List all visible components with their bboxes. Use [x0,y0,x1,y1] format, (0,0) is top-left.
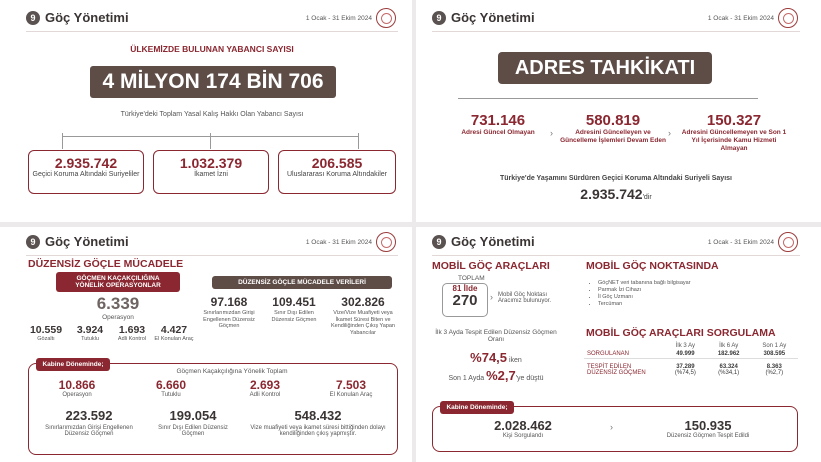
table-row: SORGULANAN 49.999 182.962 308.595 [584,350,798,359]
rate-caption: İlk 3 Ayda Tespit Edilen Düzensiz Göçmen… [435,329,557,343]
operations-label: Operasyon [102,314,134,321]
cabinet-badge: Kabine Döneminde; [440,401,514,414]
date-range: 1 Ocak - 31 Ekim 2024 [707,239,774,246]
stat-box-residence-permit: 1.032.379 İkamet İzni [153,150,269,194]
cab-judicial-control: 2.693 Adli Kontrol [249,378,281,398]
section-number: 9 [432,235,446,249]
fight-blocked: 97.168 Sınırlarımızdan Girişi Engellenen … [203,295,255,329]
cab-self-exit: 548.432 Vize muafiyeti veya ikamet süresi… [250,408,386,437]
vehicles-label: Mobil Göç Noktası Aracımız bulunuyor. [498,292,552,304]
panel-title: Göç Yönetimi [451,10,535,25]
panel-header: 9 Göç Yönetimi 1 Ocak - 31 Ekim 2024 [432,8,800,32]
ministry-seal-icon [376,8,396,28]
section-number: 9 [432,11,446,25]
date-range: 1 Ocak - 31 Ekim 2024 [707,15,774,22]
stat-box-temporary-protection: 2.935.742 Geçici Koruma Altındaki Suriye… [28,150,144,194]
horizontal-divider [0,222,821,227]
cab-blocked: 223.592 Sınırlarımızdan Girişi Engellenen… [45,408,133,437]
list-item: GöçNET veri tabanına bağlı bilgisayar [598,280,691,287]
caption: Türkiye'de Yaşamını Sürdüren Geçici Koru… [500,175,732,182]
stat-box-international-protection: 206.585 Uluslararası Koruma Altındakiler [278,150,396,194]
stat-updated-address: 580.819 Adresini Güncelleyen ve Güncelle… [560,112,666,144]
table-row: TESPİT EDİLEN DÜZENSİZ GÖÇMEN 37.289 (%74… [587,364,784,376]
ministry-seal-icon [778,8,798,28]
section-number: 9 [26,11,40,25]
rate-first: %74,5 iken [470,350,522,365]
fight-deported: 109.451 Sınır Dışı Edilen Düzensiz Göçmen [271,295,317,323]
total-syrians: 2.935.742'dir [580,186,652,202]
query-title: MOBİL GÖÇ ARAÇLARI SORGULAMA [586,327,776,339]
headline-title: ADRES TAHKİKATI [498,52,712,84]
tree-connector [458,98,758,99]
table-header-row: İlk 3 Ay İlk 6 Ay Son 1 Ay [675,343,787,349]
panel-header: 9 Göç Yönetimi 1 Ocak - 31 Ekim 2024 [432,232,800,256]
panel-irregular-migration: 9 Göç Yönetimi 1 Ocak - 31 Ekim 2024 DÜZ… [22,228,402,458]
mobile-title: MOBİL GÖÇ ARAÇLARI [432,260,550,272]
operations-value: 6.339 [96,294,140,313]
ministry-seal-icon [376,232,396,252]
rate-last: Son 1 Ayda %2,7'ye düştü [448,368,544,383]
ops-seized-vehicles: 4.427 El Konulan Araç [154,324,194,342]
vertical-divider [412,0,416,462]
chevron-right-icon: › [610,422,613,432]
operations-badge: GÖÇMEN KAÇAKÇILIĞINA YÖNELİK OPERASYONLA… [56,272,180,292]
total-label: TOPLAM [458,275,485,282]
ministry-seal-icon [778,232,798,252]
fight-badge: DÜZENSİZ GÖÇLE MÜCADELE VERİLERİ [212,276,392,289]
stat-outdated-address: 731.146 Adresi Güncel Olmayan [461,112,535,136]
caption: Türkiye'deki Toplam Yasal Kalış Hakkı Ol… [120,111,304,118]
section-number: 9 [26,235,40,249]
list-item: Tercüman [598,301,691,308]
cab-deported: 199.054 Sınır Dışı Edilen Düzensiz Göçmen [158,408,228,437]
vehicles-box: 81 İlde 270 [442,283,488,317]
stat-not-updated-address: 150.327 Adresini Güncellemeyen ve Son 1 … [681,112,787,152]
ops-judicial-control: 1.693 Adli Kontrol [117,324,147,342]
panel-address-check: 9 Göç Yönetimi 1 Ocak - 31 Ekim 2024 ADR… [428,4,804,222]
query-table: İlk 3 Ay İlk 6 Ay Son 1 Ay SORGULANAN 49… [584,342,798,377]
point-list: GöçNET veri tabanına bağlı bilgisayar Pa… [598,280,691,308]
section-title: DÜZENSİZ GÖÇLE MÜCADELE [28,258,184,270]
cabinet-period-box [28,363,398,455]
panel-title: Göç Yönetimi [451,234,535,249]
cab-detected: 150.935 Düzensiz Göçmen Tespit Edildi [666,418,750,439]
panel-foreigner-count: 9 Göç Yönetimi 1 Ocak - 31 Ekim 2024 ÜLK… [22,4,402,222]
list-item: Parmak İzi Cihazı [598,287,691,294]
panel-mobile-migration: 9 Göç Yönetimi 1 Ocak - 31 Ekim 2024 MOB… [428,228,804,458]
cab-queried: 2.028.462 Kişi Sorgulandı [494,418,552,439]
cabinet-period-box [432,406,798,452]
fight-self-exit: 302.826 Vize/Vize Muafiyeti veya İkamet S… [330,295,395,336]
ops-arrested: 3.924 Tutuklu [76,324,104,342]
headline-total: 4 MİLYON 174 BİN 706 [90,66,336,98]
panel-title: Göç Yönetimi [45,234,129,249]
ops-detained: 10.559 Gözaltı [29,324,63,342]
chevron-right-icon: › [668,128,671,138]
panel-header: 9 Göç Yönetimi 1 Ocak - 31 Ekim 2024 [26,232,398,256]
cab-arrested: 6.660 Tutuklu [155,378,187,398]
panel-header: 9 Göç Yönetimi 1 Ocak - 31 Ekim 2024 [26,8,398,32]
chevron-right-icon: › [490,292,493,302]
chevron-right-icon: › [550,128,553,138]
cab-seized-vehicles: 7.503 El Konulan Araç [329,378,373,398]
date-range: 1 Ocak - 31 Ekim 2024 [305,239,372,246]
subtitle: ÜLKEMİZDE BULUNAN YABANCI SAYISI [130,44,294,54]
cab-operations: 10.866 Operasyon [58,378,96,398]
panel-title: Göç Yönetimi [45,10,129,25]
list-item: İl Göç Uzmanı [598,294,691,301]
cabinet-caption: Göçmen Kaçakçılığına Yönelik Toplam [176,368,288,375]
point-title: MOBİL GÖÇ NOKTASINDA [586,260,719,272]
date-range: 1 Ocak - 31 Ekim 2024 [305,15,372,22]
cabinet-badge: Kabine Döneminde; [36,358,110,371]
